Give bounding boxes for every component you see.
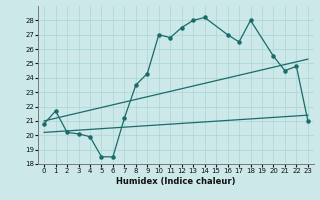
X-axis label: Humidex (Indice chaleur): Humidex (Indice chaleur)	[116, 177, 236, 186]
